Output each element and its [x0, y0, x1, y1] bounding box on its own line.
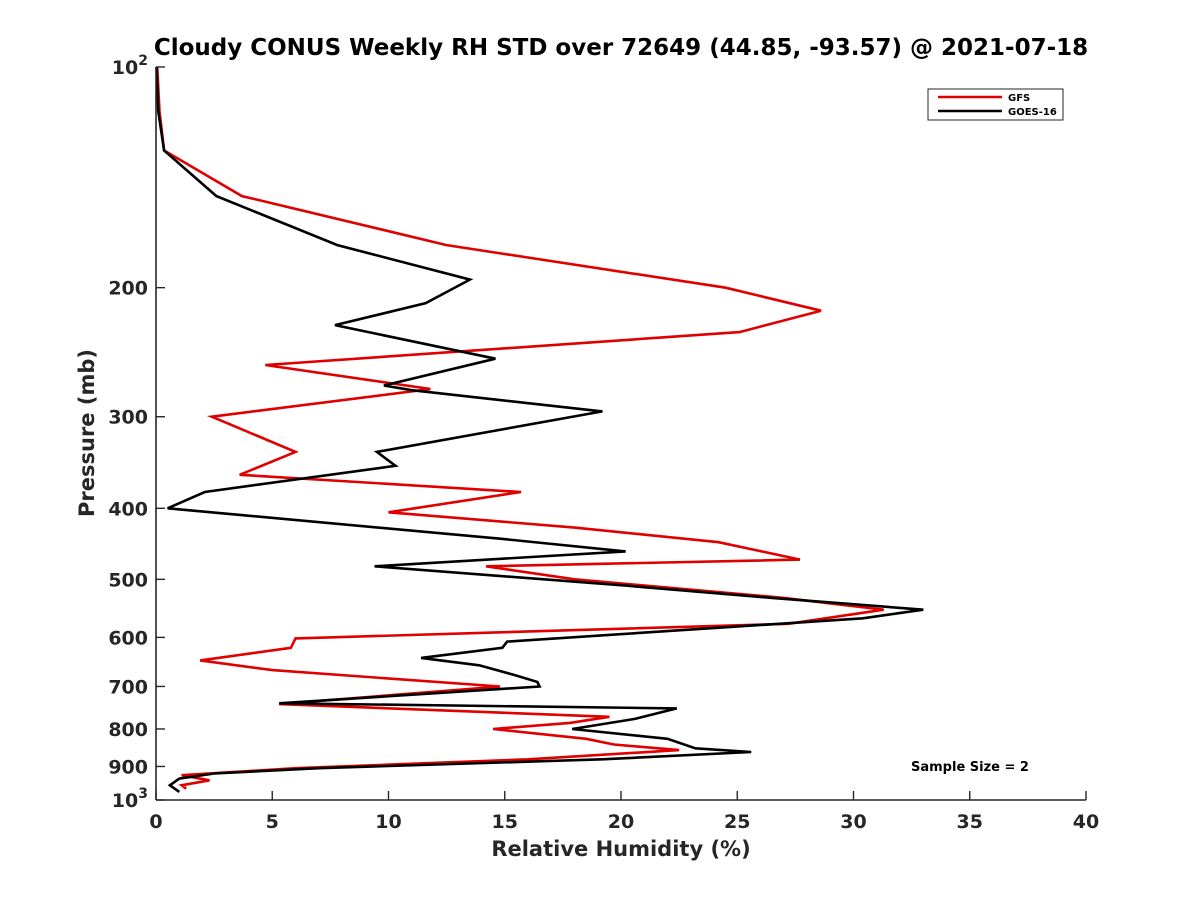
- y-tick-label: 800: [108, 719, 148, 741]
- x-tick-label: 25: [724, 811, 750, 833]
- x-tick-label: 15: [492, 811, 518, 833]
- y-axis-label: Pressure (mb): [75, 349, 99, 517]
- x-tick-label: 0: [149, 811, 162, 833]
- y-tick-label: 300: [108, 407, 148, 429]
- y-tick-label: 700: [108, 676, 148, 698]
- plot-area: [156, 67, 1086, 800]
- y-tick-label: 500: [108, 569, 148, 591]
- x-tick-label: 10: [375, 811, 401, 833]
- legend-label-goes16: GOES-16: [1008, 107, 1057, 118]
- chart-title: Cloudy CONUS Weekly RH STD over 72649 (4…: [154, 35, 1088, 61]
- legend: GFS GOES-16: [927, 88, 1064, 121]
- legend-box: [927, 88, 1064, 121]
- y-tick-label: 900: [108, 756, 148, 778]
- x-tick-label: 40: [1073, 811, 1099, 833]
- x-axis-label: Relative Humidity (%): [491, 837, 750, 861]
- legend-label-gfs: GFS: [1008, 93, 1030, 104]
- axes: 0 5 10 15 20 25 30 35 40 102 200 300 400 500 600 700 80…: [108, 53, 1099, 833]
- y-tick-label: 200: [108, 278, 148, 300]
- x-tick-label: 30: [840, 811, 866, 833]
- x-tick-label: 35: [957, 811, 983, 833]
- series-layer: [155, 66, 924, 793]
- y-tick-label: 400: [108, 498, 148, 520]
- x-tick-label: 5: [266, 811, 279, 833]
- x-tick-label: 20: [608, 811, 634, 833]
- y-tick-label: 600: [108, 627, 148, 649]
- y-tick-label: 102: [112, 53, 148, 79]
- y-ticks: 102 200 300 400 500 600 700 800 900 103: [108, 53, 165, 812]
- series-goes16-line: [155, 66, 924, 793]
- y-tick-label: 103: [112, 786, 148, 812]
- x-ticks: 0 5 10 15 20 25 30 35 40: [149, 791, 1099, 833]
- sample-size-annotation: Sample Size = 2: [911, 760, 1029, 775]
